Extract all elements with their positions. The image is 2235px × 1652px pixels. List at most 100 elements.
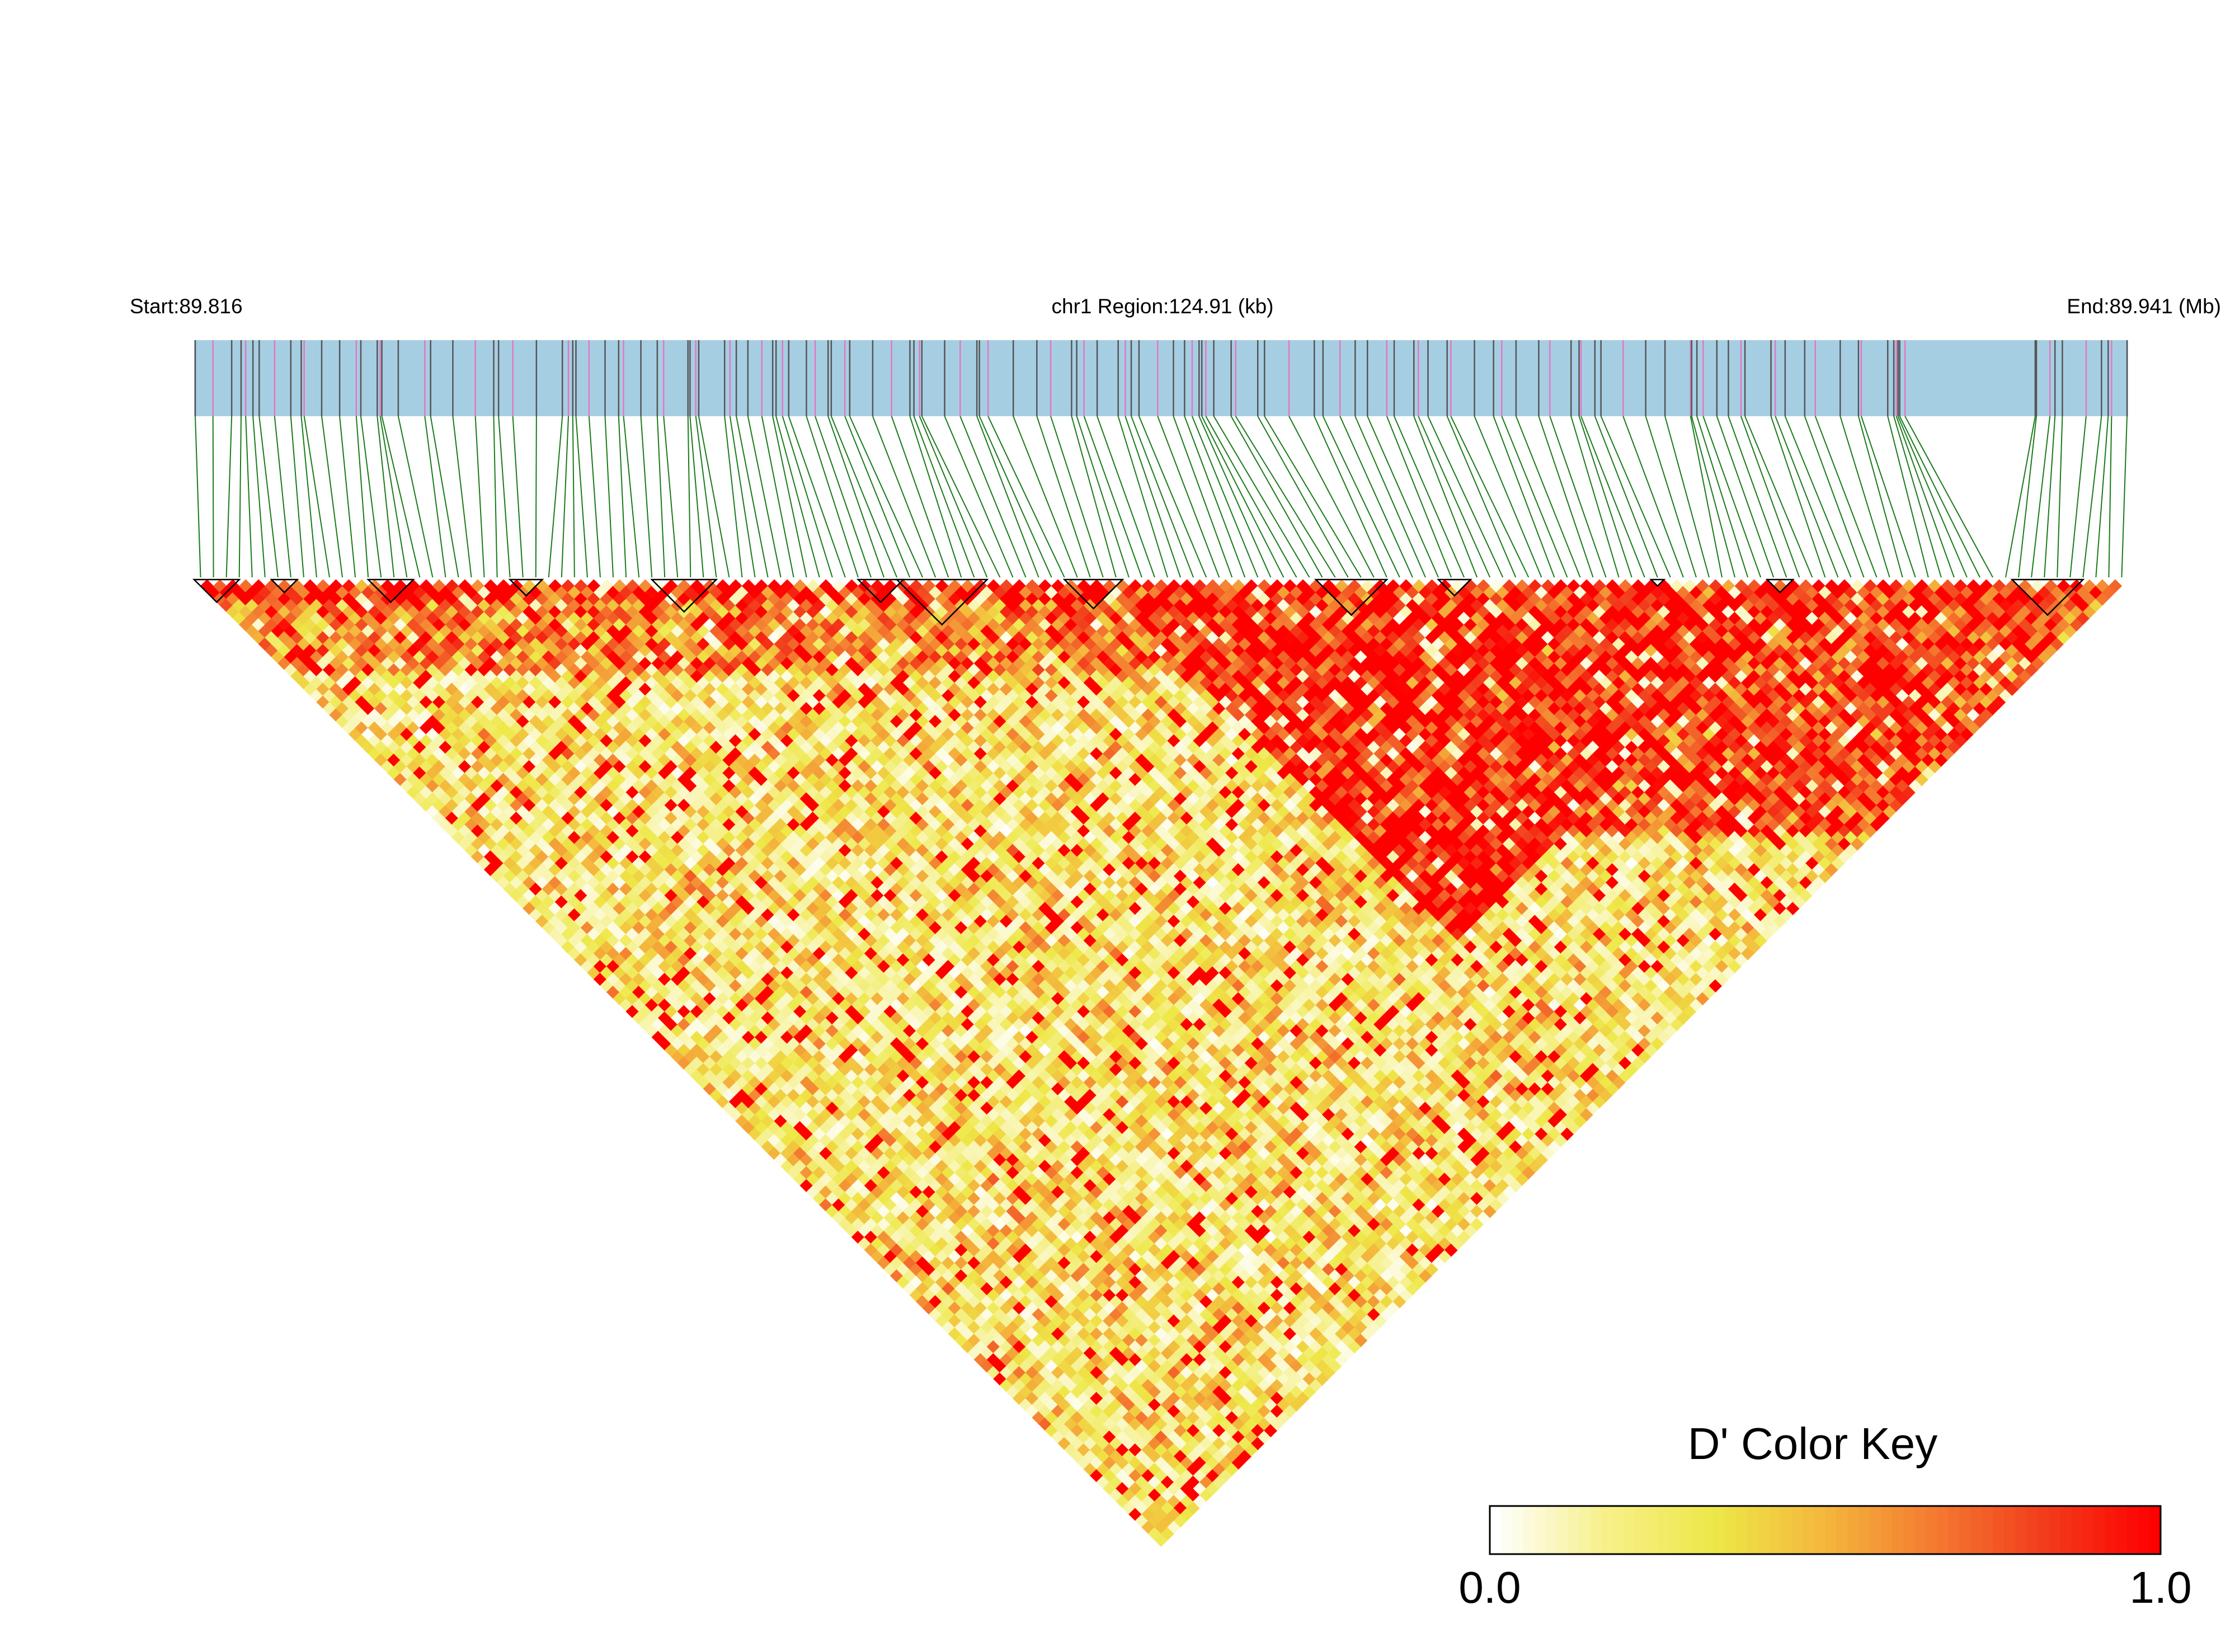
ld-cell — [548, 927, 562, 941]
ld-cell — [890, 1192, 904, 1206]
ld-cell — [684, 1062, 698, 1076]
snp-connector — [1784, 416, 1852, 578]
ld-cell — [838, 1192, 852, 1206]
snp-connector — [830, 416, 897, 578]
ld-cell — [1173, 1462, 1188, 1476]
snp-connector — [245, 416, 253, 578]
snp-connector — [849, 416, 924, 578]
ld-cell — [483, 785, 498, 799]
ld-cell — [393, 708, 407, 722]
ld-cell — [523, 863, 537, 877]
snp-connector — [1691, 416, 1736, 578]
ld-cell — [303, 579, 317, 593]
snp-connector — [424, 416, 446, 578]
ld-cell — [767, 1095, 782, 1109]
ld-cell — [439, 727, 453, 741]
ld-cell — [303, 592, 317, 606]
ld-cell — [980, 1256, 994, 1270]
ld-cell — [935, 1249, 949, 1264]
ld-cell — [503, 843, 517, 858]
snp-connector — [1839, 416, 1890, 578]
snp-connector — [1893, 416, 1942, 578]
snp-connector — [656, 416, 666, 578]
snp-connector — [379, 416, 408, 578]
ld-cell — [426, 689, 440, 703]
ld-cell — [503, 766, 517, 780]
snp-connector — [978, 416, 1052, 578]
ld-cell — [284, 650, 298, 664]
snp-connector — [1157, 416, 1220, 578]
ld-cell — [1038, 1404, 1052, 1418]
ld-cell — [593, 882, 608, 896]
ld-cell — [948, 1223, 962, 1237]
ld-cell — [277, 618, 291, 632]
ld-cell — [1090, 1430, 1104, 1444]
ld-cell — [728, 1004, 743, 1019]
snp-connector — [360, 416, 382, 578]
ld-cell — [477, 817, 491, 832]
ld-cell — [483, 811, 498, 825]
ld-cell — [825, 1166, 839, 1180]
ld-cell — [458, 721, 472, 735]
snp-connector — [1184, 416, 1246, 578]
snp-connector — [2108, 416, 2112, 578]
ld-cell — [348, 676, 363, 690]
ld-cell — [728, 1043, 743, 1057]
ld-cell — [600, 978, 614, 993]
snp-connector — [1664, 416, 1710, 578]
snp-connector — [2031, 416, 2051, 578]
ld-cell — [812, 1101, 826, 1116]
ld-cell — [999, 1314, 1014, 1328]
ld-cell — [1083, 1437, 1097, 1451]
ld-cell — [561, 927, 575, 941]
ld-cell — [477, 804, 491, 818]
snp-connector — [258, 416, 279, 578]
ld-cell — [477, 843, 491, 858]
ld-cell — [329, 682, 343, 696]
snp-connector — [1205, 416, 1297, 578]
ld-cell — [1193, 1494, 1207, 1508]
ld-cell — [470, 760, 485, 774]
ld-cell — [690, 1069, 704, 1083]
ld-cell — [735, 1088, 749, 1102]
ld-cell — [477, 766, 491, 780]
ld-cell — [439, 779, 453, 793]
ld-cell — [722, 1062, 736, 1076]
ld-cell — [265, 643, 279, 657]
ld-cell — [426, 702, 440, 716]
ld-cell — [426, 740, 440, 754]
snp-connector — [1083, 416, 1142, 578]
ld-cell — [503, 830, 517, 845]
ld-cell — [1116, 1404, 1130, 1418]
snp-connector — [498, 416, 511, 578]
ld-cell — [999, 1340, 1014, 1354]
ld-cell — [348, 624, 363, 638]
ld-cell — [1167, 1494, 1181, 1508]
snp-connector — [1770, 416, 1826, 578]
ld-cell — [1064, 1404, 1078, 1418]
ld-cell — [439, 766, 453, 780]
ld-cell — [993, 1282, 1007, 1296]
ld-cell — [690, 1056, 704, 1070]
ld-cell — [1070, 1346, 1084, 1360]
ld-cell — [684, 1049, 698, 1063]
ld-cell — [1064, 1340, 1078, 1354]
snp-connector — [1814, 416, 1878, 578]
ld-cell — [1096, 1372, 1110, 1386]
ld-cell — [787, 1166, 801, 1180]
ld-cell — [735, 1024, 749, 1038]
ld-cell — [858, 1133, 872, 1147]
ld-cell — [638, 953, 652, 967]
ld-cell — [342, 669, 356, 683]
ld-cell — [329, 630, 343, 644]
snp-connector — [535, 416, 537, 578]
snp-connector — [1702, 416, 1762, 578]
ld-cell — [684, 972, 698, 986]
ld-cell — [1012, 1340, 1027, 1354]
ld-cell — [1116, 1469, 1130, 1482]
ld-cell — [503, 882, 517, 896]
ld-cell — [1032, 1346, 1046, 1360]
ld-cell — [458, 785, 472, 799]
snp-connector — [1124, 416, 1182, 578]
ld-cell — [684, 985, 698, 999]
